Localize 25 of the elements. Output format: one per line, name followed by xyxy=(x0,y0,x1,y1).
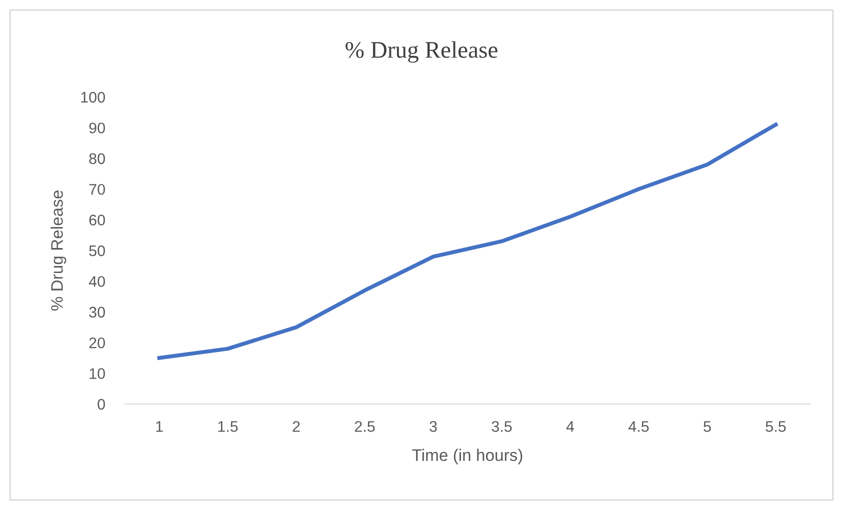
y-tick-label: 30 xyxy=(89,306,105,318)
chart-title: % Drug Release xyxy=(346,41,498,63)
y-tick-label: 100 xyxy=(81,92,105,103)
y-tick-label: 50 xyxy=(89,245,105,256)
x-tick-label: 3 xyxy=(430,421,437,432)
y-tick-label: 70 xyxy=(89,184,105,195)
y-tick-label: 20 xyxy=(89,337,105,348)
y-tick-label: 60 xyxy=(89,214,105,226)
x-tick-label: 2.5 xyxy=(354,421,375,432)
x-tick-label: 4 xyxy=(566,421,574,432)
y-tick-label: 0 xyxy=(98,398,105,410)
x-tick-label: 2 xyxy=(292,421,300,432)
y-tick-label: 80 xyxy=(89,153,105,164)
y-axis-title: % Drug Release xyxy=(50,190,66,311)
x-tick-label: 4.5 xyxy=(628,421,649,432)
line-series xyxy=(157,122,778,360)
x-tick-label: 1.5 xyxy=(218,421,238,432)
y-tick-label: 40 xyxy=(88,276,105,287)
y-tick-label: 10 xyxy=(90,368,105,379)
x-tick-label: 3.5 xyxy=(492,421,512,432)
x-tick-label: 5 xyxy=(704,421,711,432)
x-tick-label: 1 xyxy=(156,421,163,432)
x-tick-label: 5.5 xyxy=(766,421,786,432)
x-axis-title: Time (in hours) xyxy=(412,448,522,464)
y-tick-label: 90 xyxy=(89,122,105,134)
